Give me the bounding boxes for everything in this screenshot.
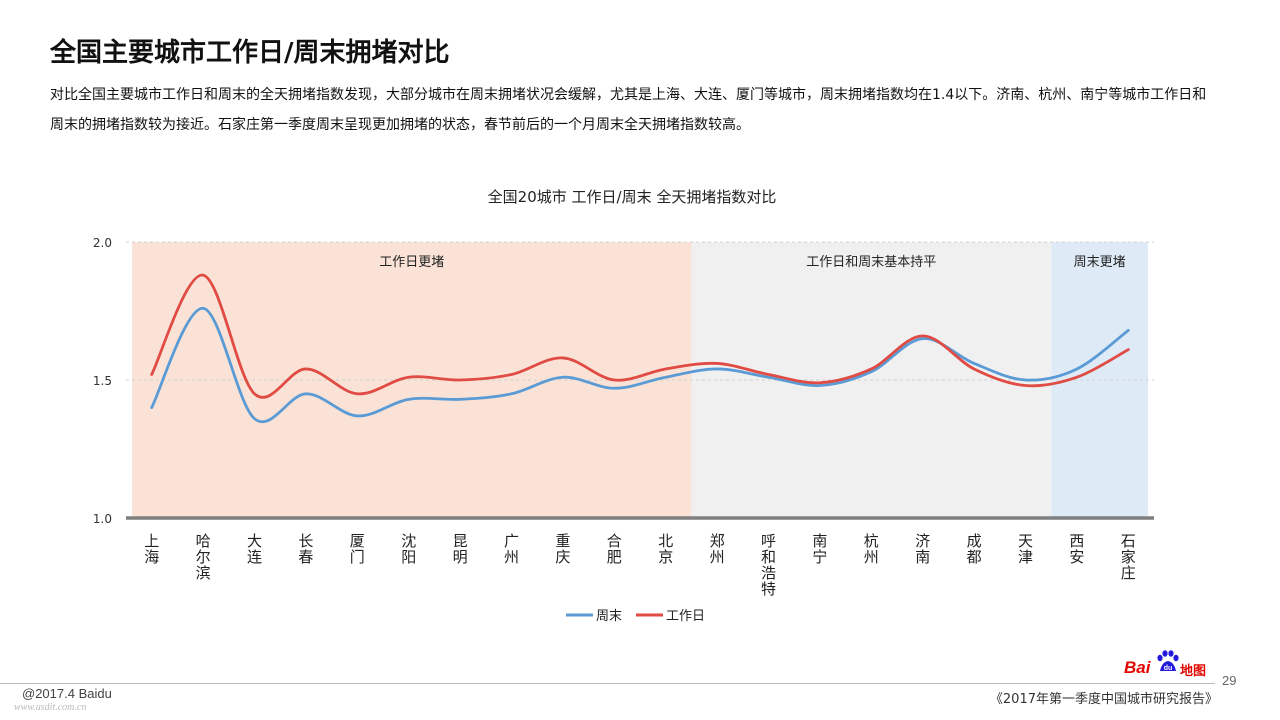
series-line <box>150 306 1130 423</box>
y-tick-label: 2.0 <box>93 236 112 250</box>
x-tick-label: 大连 <box>247 532 262 566</box>
x-tick-label: 呼和浩特 <box>761 532 776 598</box>
x-tick-label: 上海 <box>144 532 159 566</box>
x-tick-label: 沈阳 <box>401 532 416 566</box>
logo-map-text: 地图 <box>1180 664 1207 679</box>
footer-divider <box>0 683 1215 684</box>
x-tick-label: 昆明 <box>453 532 468 566</box>
series-line <box>150 273 1130 399</box>
x-tick-label: 北京 <box>658 532 673 566</box>
x-tick-label: 重庆 <box>555 532 570 566</box>
y-tick-label: 1.5 <box>93 374 112 388</box>
x-tick-label: 广州 <box>504 532 519 566</box>
x-tick-label: 长春 <box>298 532 313 566</box>
legend-label: 周末 <box>596 609 622 624</box>
paw-icon: du <box>1157 650 1179 672</box>
page-description: 对比全国主要城市工作日和周末的全天拥堵指数发现，大部分城市在周末拥堵状况会缓解，… <box>50 87 1207 133</box>
page-title: 全国主要城市工作日/周末拥堵对比 <box>50 38 450 68</box>
x-tick-label: 西安 <box>1069 532 1084 566</box>
region-label: 工作日和周末基本持平 <box>806 255 936 270</box>
logo-bai-text: Bai <box>1124 658 1151 677</box>
x-tick-label: 石家庄 <box>1121 532 1136 582</box>
copyright-text: @2017.4 Baidu <box>22 686 112 701</box>
region-label: 工作日更堵 <box>379 255 444 270</box>
watermark-text: www.usdit.com.cn <box>14 702 87 713</box>
region-band <box>132 242 692 518</box>
x-tick-label: 哈尔滨 <box>196 532 211 582</box>
legend-label: 工作日 <box>666 609 705 624</box>
svg-text:du: du <box>1164 665 1173 672</box>
chart-title: 全国20城市 工作日/周末 全天拥堵指数对比 <box>488 188 777 206</box>
x-tick-label: 南宁 <box>812 532 827 566</box>
baidu-map-logo: Bai du 地图 <box>1124 646 1210 680</box>
x-tick-label: 成都 <box>967 532 982 566</box>
x-tick-label: 合肥 <box>607 532 622 566</box>
x-tick-label: 天津 <box>1018 532 1033 566</box>
x-tick-label: 杭州 <box>864 532 879 566</box>
region-label: 周末更堵 <box>1074 255 1126 270</box>
x-tick-label: 厦门 <box>350 532 365 566</box>
report-title: 《2017年第一季度中国城市研究报告》 <box>989 692 1218 707</box>
x-tick-label: 济南 <box>915 532 930 566</box>
x-tick-label: 郑州 <box>710 532 725 566</box>
page-number: 29 <box>1222 673 1237 688</box>
congestion-line-chart: 工作日更堵 工作日和周末基本持平 周末更堵 1.0 1.5 2.0 全国20城市 工作日/周… <box>93 188 1154 624</box>
y-tick-label: 1.0 <box>93 512 112 526</box>
